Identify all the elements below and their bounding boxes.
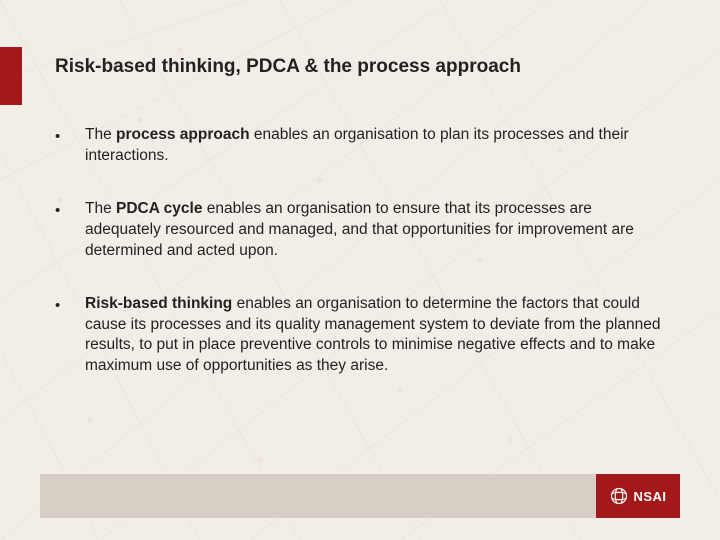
bullet-text: The process approach enables an organisa… [85, 125, 665, 167]
content-area: • The process approach enables an organi… [55, 125, 665, 409]
bullet-item: • Risk-based thinking enables an organis… [55, 294, 665, 378]
footer-bar: NSAI [40, 474, 680, 518]
nsai-icon [609, 486, 629, 506]
bullet-text: Risk-based thinking enables an organisat… [85, 294, 665, 378]
accent-block [0, 47, 22, 105]
bullet-item: • The PDCA cycle enables an organisation… [55, 199, 665, 262]
bullet-item: • The process approach enables an organi… [55, 125, 665, 167]
bullet-marker: • [55, 199, 85, 262]
nsai-logo: NSAI [609, 486, 666, 506]
nsai-text: NSAI [633, 489, 666, 504]
bullet-marker: • [55, 294, 85, 378]
footer-left [40, 474, 596, 518]
bullet-text: The PDCA cycle enables an organisation t… [85, 199, 665, 262]
bullet-marker: • [55, 125, 85, 167]
slide-title: Risk-based thinking, PDCA & the process … [55, 56, 521, 78]
footer-logo-box: NSAI [596, 474, 680, 518]
